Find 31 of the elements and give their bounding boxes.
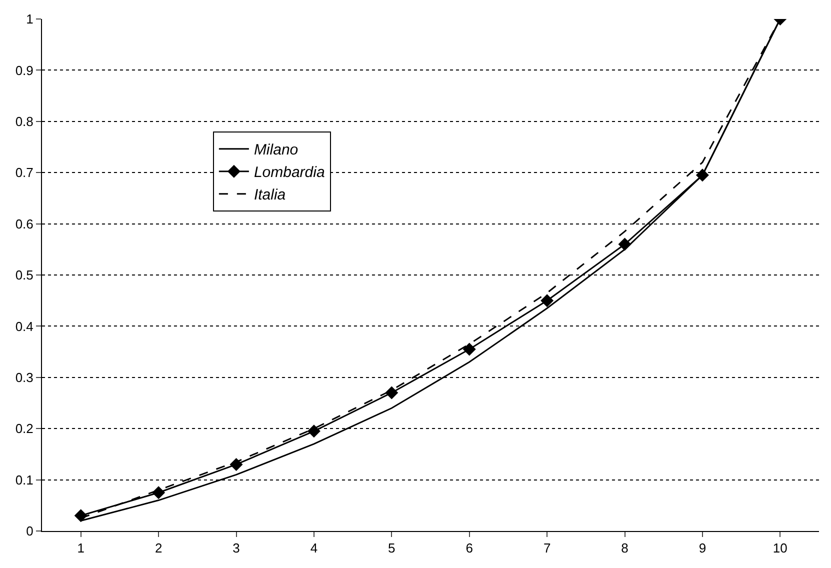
x-tick-label: 7 — [543, 540, 551, 556]
point — [385, 386, 398, 400]
x-tick-label: 1 — [77, 540, 84, 556]
x-tick-label: 4 — [310, 540, 318, 556]
y-tick-label: 0.8 — [15, 114, 34, 129]
legend-label: Italia — [254, 186, 286, 204]
x-tick-label: 9 — [698, 540, 706, 556]
legend-label: Lombardia — [254, 164, 325, 182]
y-tick-label: 0.2 — [15, 421, 34, 436]
x-tick-label: 8 — [621, 540, 628, 556]
y-tick-label: 0 — [26, 524, 34, 539]
legend-label: Milano — [254, 142, 298, 159]
x-tick-label: 2 — [154, 540, 162, 556]
y-tick-label: 0.6 — [15, 216, 34, 232]
y-tick-label: 0.1 — [15, 472, 34, 488]
point — [462, 342, 476, 356]
x-tick-label: 6 — [466, 540, 473, 556]
y-tick-label: 1 — [26, 12, 34, 27]
y-tick-label: 0.3 — [15, 370, 34, 385]
x-tick-label: 10 — [772, 540, 788, 556]
x-tick-label: 3 — [232, 540, 240, 556]
y-tick-label: 0.7 — [15, 165, 34, 180]
y-tick-label: 0.4 — [15, 318, 34, 334]
point — [696, 168, 709, 182]
point — [152, 486, 166, 500]
y-tick-label: 0.9 — [15, 62, 34, 78]
point — [307, 424, 320, 438]
y-tick-label: 0.5 — [15, 268, 34, 283]
x-tick-label: 5 — [388, 540, 396, 556]
point — [540, 294, 554, 308]
point — [618, 238, 632, 251]
